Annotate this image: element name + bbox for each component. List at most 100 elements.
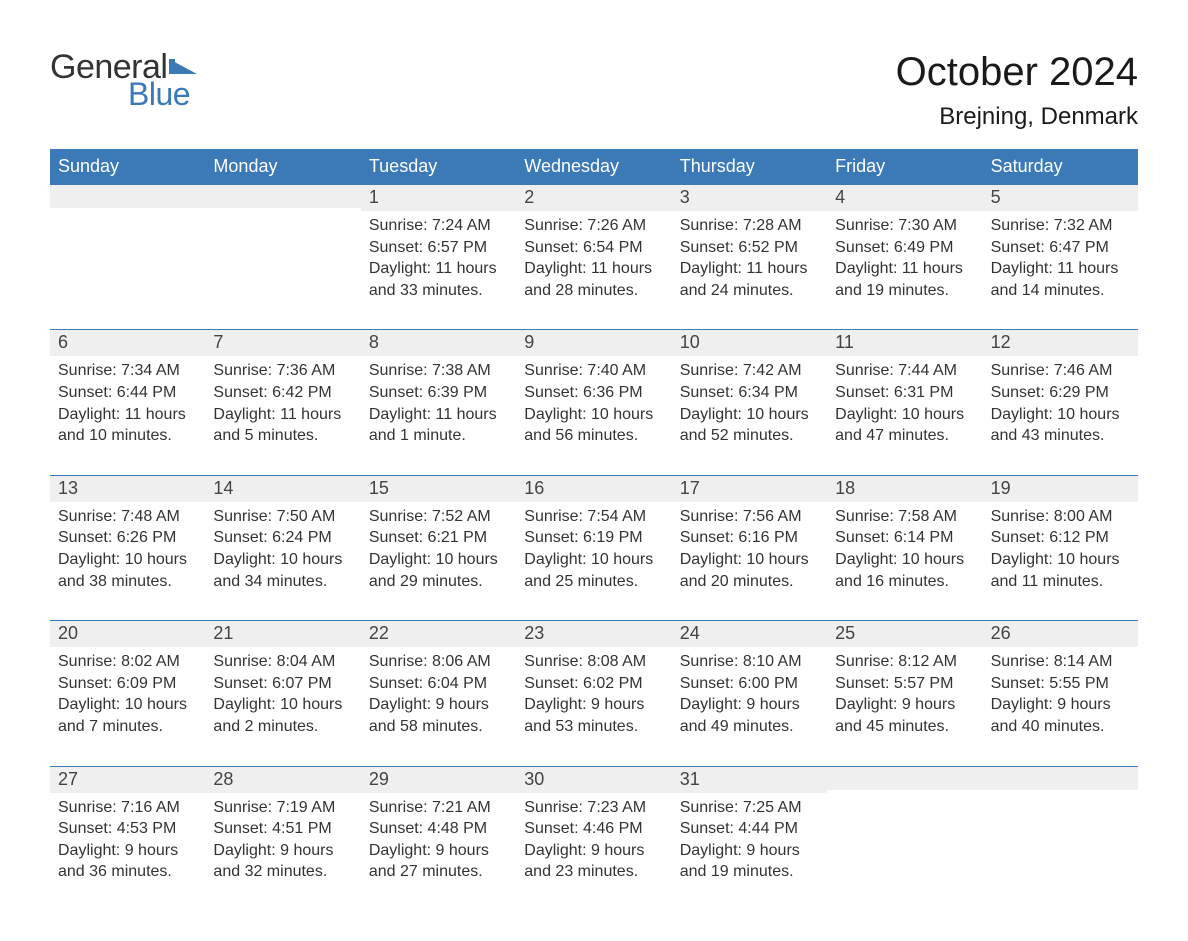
calendar-cell	[50, 184, 205, 301]
day-number: 19	[983, 475, 1138, 502]
calendar-cell: 7Sunrise: 7:36 AMSunset: 6:42 PMDaylight…	[205, 329, 360, 446]
daylight-text: Daylight: 11 hours and 1 minute.	[369, 404, 508, 447]
sunrise-text: Sunrise: 7:50 AM	[213, 506, 352, 528]
sunset-text: Sunset: 6:57 PM	[369, 237, 508, 259]
daylight-text: Daylight: 9 hours and 49 minutes.	[680, 694, 819, 737]
day-number: 17	[672, 475, 827, 502]
daylight-text: Daylight: 10 hours and 56 minutes.	[524, 404, 663, 447]
calendar-cell: 26Sunrise: 8:14 AMSunset: 5:55 PMDayligh…	[983, 620, 1138, 737]
daylight-text: Daylight: 9 hours and 27 minutes.	[369, 840, 508, 883]
sunset-text: Sunset: 6:52 PM	[680, 237, 819, 259]
day-number	[827, 766, 982, 790]
day-body: Sunrise: 8:04 AMSunset: 6:07 PMDaylight:…	[205, 647, 360, 737]
calendar-cell: 11Sunrise: 7:44 AMSunset: 6:31 PMDayligh…	[827, 329, 982, 446]
daylight-text: Daylight: 11 hours and 33 minutes.	[369, 258, 508, 301]
sunset-text: Sunset: 6:54 PM	[524, 237, 663, 259]
day-number: 31	[672, 766, 827, 793]
daylight-text: Daylight: 11 hours and 10 minutes.	[58, 404, 197, 447]
calendar-cell: 18Sunrise: 7:58 AMSunset: 6:14 PMDayligh…	[827, 475, 982, 592]
daylight-text: Daylight: 10 hours and 38 minutes.	[58, 549, 197, 592]
day-body: Sunrise: 7:21 AMSunset: 4:48 PMDaylight:…	[361, 793, 516, 883]
sunset-text: Sunset: 6:31 PM	[835, 382, 974, 404]
calendar-cell: 9Sunrise: 7:40 AMSunset: 6:36 PMDaylight…	[516, 329, 671, 446]
daylight-text: Daylight: 9 hours and 53 minutes.	[524, 694, 663, 737]
calendar-cell: 3Sunrise: 7:28 AMSunset: 6:52 PMDaylight…	[672, 184, 827, 301]
title-block: October 2024 Brejning, Denmark	[896, 50, 1138, 131]
day-body: Sunrise: 7:48 AMSunset: 6:26 PMDaylight:…	[50, 502, 205, 592]
day-number: 9	[516, 329, 671, 356]
day-body: Sunrise: 7:36 AMSunset: 6:42 PMDaylight:…	[205, 356, 360, 446]
day-body: Sunrise: 7:50 AMSunset: 6:24 PMDaylight:…	[205, 502, 360, 592]
sunset-text: Sunset: 6:24 PM	[213, 527, 352, 549]
calendar-cell	[205, 184, 360, 301]
day-number: 7	[205, 329, 360, 356]
daylight-text: Daylight: 11 hours and 14 minutes.	[991, 258, 1130, 301]
daylight-text: Daylight: 10 hours and 29 minutes.	[369, 549, 508, 592]
day-header: Friday	[827, 149, 982, 184]
sunset-text: Sunset: 4:53 PM	[58, 818, 197, 840]
calendar-cell	[983, 766, 1138, 883]
calendar-cell: 4Sunrise: 7:30 AMSunset: 6:49 PMDaylight…	[827, 184, 982, 301]
sunrise-text: Sunrise: 7:19 AM	[213, 797, 352, 819]
day-number: 16	[516, 475, 671, 502]
calendar-cell: 23Sunrise: 8:08 AMSunset: 6:02 PMDayligh…	[516, 620, 671, 737]
sunset-text: Sunset: 6:36 PM	[524, 382, 663, 404]
day-number: 24	[672, 620, 827, 647]
day-body: Sunrise: 8:10 AMSunset: 6:00 PMDaylight:…	[672, 647, 827, 737]
calendar: Sunday Monday Tuesday Wednesday Thursday…	[50, 149, 1138, 883]
sunrise-text: Sunrise: 7:48 AM	[58, 506, 197, 528]
day-header: Thursday	[672, 149, 827, 184]
sunrise-text: Sunrise: 7:44 AM	[835, 360, 974, 382]
daylight-text: Daylight: 9 hours and 40 minutes.	[991, 694, 1130, 737]
day-body: Sunrise: 7:54 AMSunset: 6:19 PMDaylight:…	[516, 502, 671, 592]
calendar-cell: 20Sunrise: 8:02 AMSunset: 6:09 PMDayligh…	[50, 620, 205, 737]
day-number: 21	[205, 620, 360, 647]
calendar-cell: 13Sunrise: 7:48 AMSunset: 6:26 PMDayligh…	[50, 475, 205, 592]
sunset-text: Sunset: 6:26 PM	[58, 527, 197, 549]
daylight-text: Daylight: 11 hours and 5 minutes.	[213, 404, 352, 447]
sunset-text: Sunset: 4:51 PM	[213, 818, 352, 840]
logo: General Blue	[50, 50, 199, 110]
sunrise-text: Sunrise: 8:08 AM	[524, 651, 663, 673]
day-header: Sunday	[50, 149, 205, 184]
day-number: 14	[205, 475, 360, 502]
sunrise-text: Sunrise: 7:52 AM	[369, 506, 508, 528]
sunset-text: Sunset: 6:34 PM	[680, 382, 819, 404]
calendar-cell: 22Sunrise: 8:06 AMSunset: 6:04 PMDayligh…	[361, 620, 516, 737]
sunrise-text: Sunrise: 7:42 AM	[680, 360, 819, 382]
sunset-text: Sunset: 6:09 PM	[58, 673, 197, 695]
day-number: 2	[516, 184, 671, 211]
day-header: Saturday	[983, 149, 1138, 184]
sunset-text: Sunset: 6:21 PM	[369, 527, 508, 549]
day-number: 29	[361, 766, 516, 793]
day-body: Sunrise: 7:40 AMSunset: 6:36 PMDaylight:…	[516, 356, 671, 446]
header: General Blue October 2024 Brejning, Denm…	[50, 50, 1138, 131]
sunset-text: Sunset: 6:07 PM	[213, 673, 352, 695]
day-body	[983, 790, 1138, 880]
day-number: 1	[361, 184, 516, 211]
sunset-text: Sunset: 6:19 PM	[524, 527, 663, 549]
sunset-text: Sunset: 6:39 PM	[369, 382, 508, 404]
daylight-text: Daylight: 10 hours and 20 minutes.	[680, 549, 819, 592]
calendar-cell: 6Sunrise: 7:34 AMSunset: 6:44 PMDaylight…	[50, 329, 205, 446]
day-body: Sunrise: 8:02 AMSunset: 6:09 PMDaylight:…	[50, 647, 205, 737]
sunrise-text: Sunrise: 7:38 AM	[369, 360, 508, 382]
day-body: Sunrise: 8:12 AMSunset: 5:57 PMDaylight:…	[827, 647, 982, 737]
daylight-text: Daylight: 10 hours and 11 minutes.	[991, 549, 1130, 592]
logo-word2: Blue	[128, 78, 199, 110]
calendar-week: 20Sunrise: 8:02 AMSunset: 6:09 PMDayligh…	[50, 620, 1138, 737]
daylight-text: Daylight: 10 hours and 25 minutes.	[524, 549, 663, 592]
day-body: Sunrise: 7:25 AMSunset: 4:44 PMDaylight:…	[672, 793, 827, 883]
sunrise-text: Sunrise: 7:28 AM	[680, 215, 819, 237]
calendar-cell: 14Sunrise: 7:50 AMSunset: 6:24 PMDayligh…	[205, 475, 360, 592]
calendar-cell: 29Sunrise: 7:21 AMSunset: 4:48 PMDayligh…	[361, 766, 516, 883]
day-number: 23	[516, 620, 671, 647]
day-body: Sunrise: 7:58 AMSunset: 6:14 PMDaylight:…	[827, 502, 982, 592]
day-body: Sunrise: 8:06 AMSunset: 6:04 PMDaylight:…	[361, 647, 516, 737]
day-body: Sunrise: 7:42 AMSunset: 6:34 PMDaylight:…	[672, 356, 827, 446]
daylight-text: Daylight: 10 hours and 34 minutes.	[213, 549, 352, 592]
day-body: Sunrise: 8:00 AMSunset: 6:12 PMDaylight:…	[983, 502, 1138, 592]
sunset-text: Sunset: 6:42 PM	[213, 382, 352, 404]
sunrise-text: Sunrise: 7:34 AM	[58, 360, 197, 382]
day-number: 4	[827, 184, 982, 211]
